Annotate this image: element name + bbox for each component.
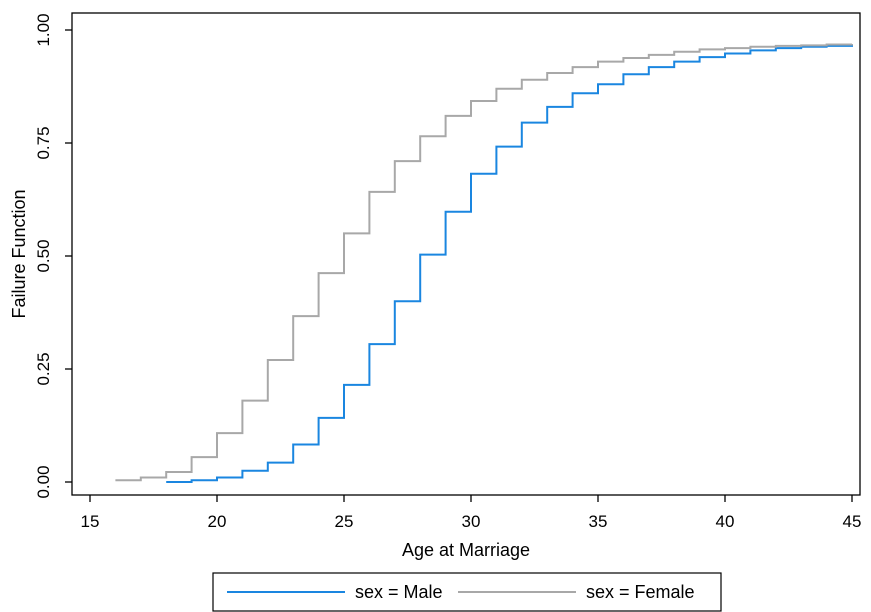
y-axis-title: Failure Function [9, 189, 29, 318]
series-line-male [166, 44, 853, 483]
x-tick-label: 30 [462, 512, 481, 531]
x-tick-label: 25 [335, 512, 354, 531]
x-tick-label: 20 [208, 512, 227, 531]
y-tick-label: 0.50 [34, 239, 53, 272]
x-axis-title: Age at Marriage [402, 540, 530, 560]
x-tick-label: 15 [81, 512, 100, 531]
legend: sex = Male sex = Female [212, 572, 722, 612]
series-line-female [115, 43, 853, 482]
y-tick-label: 0.75 [34, 126, 53, 159]
y-tick-label: 0.00 [34, 465, 53, 498]
y-tick-label: 0.25 [34, 352, 53, 385]
legend-label-female: sex = Female [586, 582, 695, 602]
x-tick-label: 40 [716, 512, 735, 531]
plot-area [115, 43, 853, 483]
x-tick-label: 45 [843, 512, 862, 531]
axes: 15 20 25 30 35 40 45 0.00 0.25 0.50 0.75 1.00 Age at… [9, 12, 862, 560]
legend-label-male: sex = Male [355, 582, 443, 602]
y-tick-label: 1.00 [34, 13, 53, 46]
plot-frame [71, 12, 861, 496]
x-tick-label: 35 [589, 512, 608, 531]
